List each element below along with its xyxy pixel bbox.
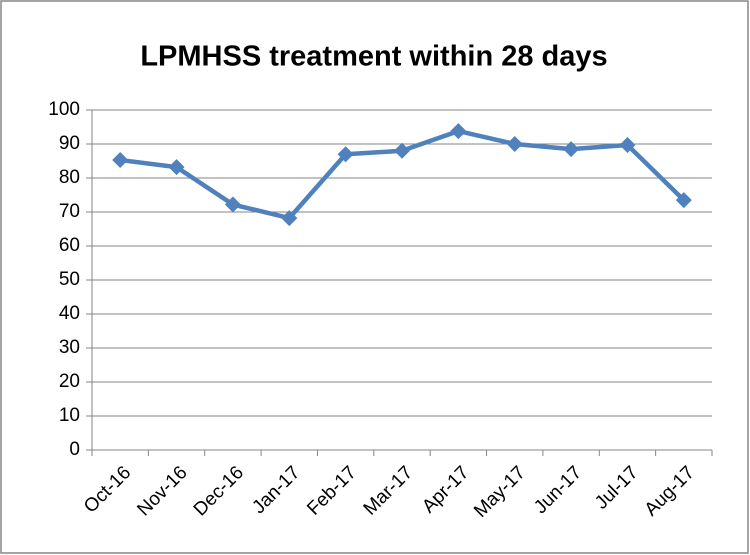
- data-point: [281, 210, 298, 227]
- data-point: [619, 137, 636, 154]
- data-point: [450, 123, 467, 140]
- data-point: [675, 192, 692, 209]
- data-point: [224, 196, 241, 213]
- y-tick-label: 100: [48, 99, 80, 120]
- chart-title: LPMHSS treatment within 28 days: [140, 41, 607, 73]
- y-tick-label: 10: [59, 405, 80, 426]
- y-tick-label: 20: [59, 371, 80, 392]
- data-point: [168, 159, 185, 176]
- data-point: [563, 141, 580, 158]
- data-point: [337, 146, 354, 163]
- y-tick-label: 80: [59, 167, 80, 188]
- y-tick-label: 60: [59, 235, 80, 256]
- data-point: [394, 142, 410, 159]
- y-tick-label: 90: [59, 133, 80, 154]
- data-point: [506, 136, 523, 152]
- y-tick-label: 50: [59, 269, 80, 290]
- y-tick-label: 0: [69, 439, 80, 460]
- y-tick-label: 30: [59, 337, 80, 358]
- y-tick-label: 70: [59, 201, 80, 222]
- data-point: [112, 151, 129, 168]
- y-tick-label: 40: [59, 303, 80, 324]
